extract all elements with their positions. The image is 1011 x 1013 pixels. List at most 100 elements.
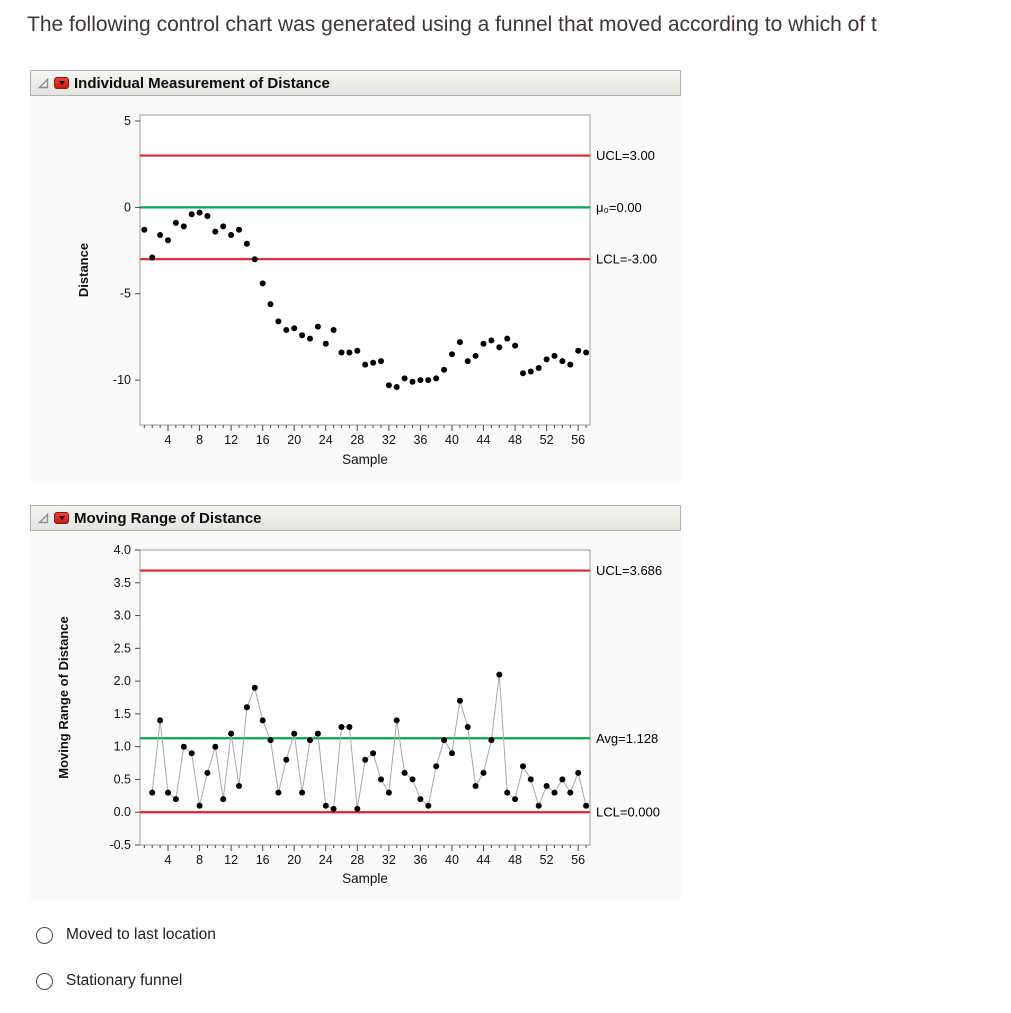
- outline-menu-icon[interactable]: [54, 512, 69, 524]
- data-point: [433, 375, 440, 382]
- data-point: [204, 769, 211, 776]
- svg-text:36: 36: [413, 853, 427, 867]
- data-point: [425, 802, 432, 809]
- data-point: [251, 684, 258, 691]
- data-point: [488, 737, 495, 744]
- svg-text:4: 4: [165, 433, 172, 447]
- data-point: [464, 358, 471, 365]
- data-point: [504, 789, 511, 796]
- data-point: [267, 737, 274, 744]
- data-point: [543, 783, 550, 789]
- data-point: [362, 361, 369, 368]
- data-point: [401, 375, 408, 382]
- data-point: [228, 232, 235, 238]
- data-point: [330, 805, 337, 812]
- svg-text:24: 24: [319, 433, 333, 447]
- x-axis-label: Sample: [342, 871, 388, 886]
- data-point: [378, 776, 384, 783]
- svg-text:48: 48: [508, 433, 522, 447]
- radio-button-icon[interactable]: [36, 926, 53, 944]
- data-point: [441, 737, 448, 744]
- data-point: [196, 802, 203, 809]
- option-label: Moved to last location: [66, 926, 216, 943]
- y-axis-label: Moving Range of Distance: [56, 616, 71, 779]
- radio-option-moved-to-last-location[interactable]: Moved to last location: [36, 921, 216, 949]
- control-line-label: LCL=-3.00: [596, 252, 657, 267]
- svg-text:40: 40: [445, 433, 459, 447]
- data-point: [346, 724, 353, 730]
- data-point: [520, 763, 526, 770]
- data-point: [559, 776, 566, 783]
- y-axis-label: Distance: [76, 243, 91, 297]
- data-point: [322, 802, 329, 809]
- data-point: [251, 256, 258, 263]
- data-point: [527, 776, 534, 783]
- data-point: [472, 352, 479, 359]
- svg-text:8: 8: [196, 853, 203, 867]
- svg-text:12: 12: [224, 433, 238, 447]
- data-point: [338, 724, 345, 730]
- data-point: [456, 697, 463, 704]
- panel-body: UCL=3.686 Avg=1.128 LCL=0.000 4 8 12 16 20 24 28 3…: [30, 531, 681, 900]
- disclosure-triangle-icon[interactable]: [37, 77, 49, 89]
- svg-text:0.5: 0.5: [114, 772, 131, 786]
- data-point: [172, 219, 179, 226]
- svg-text:52: 52: [540, 853, 554, 867]
- data-point: [449, 351, 455, 358]
- svg-text:32: 32: [382, 853, 396, 867]
- data-point: [417, 377, 424, 384]
- panel-title: Moving Range of Distance: [74, 509, 262, 527]
- data-point: [417, 796, 424, 803]
- data-point: [488, 337, 495, 344]
- data-point: [575, 347, 582, 354]
- radio-option-stationary-funnel[interactable]: Stationary funnel: [36, 967, 216, 995]
- data-point: [567, 789, 574, 796]
- data-point: [362, 756, 369, 763]
- option-label: Stationary funnel: [66, 972, 183, 989]
- data-point: [204, 213, 211, 219]
- svg-text:40: 40: [445, 853, 459, 867]
- question-text: The following control chart was generate…: [27, 13, 877, 36]
- data-point: [520, 370, 526, 377]
- data-point: [354, 347, 361, 354]
- svg-text:5: 5: [124, 114, 131, 128]
- data-point: [338, 349, 345, 356]
- data-point: [212, 743, 219, 750]
- outline-menu-icon[interactable]: [54, 77, 69, 89]
- data-point: [149, 789, 156, 796]
- data-point: [314, 730, 321, 737]
- data-point: [291, 325, 298, 332]
- data-point: [535, 365, 542, 371]
- svg-text:1.0: 1.0: [114, 740, 131, 754]
- data-point: [322, 340, 329, 347]
- data-point: [535, 802, 542, 809]
- data-point: [307, 335, 313, 342]
- panel-body: UCL=3.00 μ₀=0.00 LCL=-3.00 4 8 12 16 20 24 28 32 36…: [30, 96, 681, 481]
- data-point: [480, 340, 487, 347]
- svg-text:3.5: 3.5: [114, 576, 131, 590]
- panel-header: Moving Range of Distance: [30, 505, 681, 531]
- svg-text:44: 44: [477, 433, 491, 447]
- data-point: [267, 301, 274, 308]
- data-point: [243, 240, 250, 247]
- data-point: [409, 378, 416, 385]
- moving-range-panel: Moving Range of Distance UCL=3.686 Avg=1.…: [30, 505, 681, 900]
- data-point: [559, 358, 566, 365]
- svg-text:8: 8: [196, 433, 203, 447]
- control-line-label: μ₀=0.00: [596, 200, 642, 215]
- data-point: [228, 730, 235, 737]
- data-point: [157, 717, 164, 724]
- svg-text:20: 20: [287, 433, 301, 447]
- data-point: [283, 327, 290, 333]
- radio-button-icon[interactable]: [36, 972, 53, 990]
- svg-text:20: 20: [287, 853, 301, 867]
- svg-text:1.5: 1.5: [114, 707, 131, 721]
- disclosure-triangle-icon[interactable]: [37, 512, 49, 524]
- svg-text:16: 16: [256, 433, 270, 447]
- data-point: [212, 228, 219, 235]
- data-point: [196, 209, 203, 216]
- svg-text:44: 44: [477, 853, 491, 867]
- data-point: [188, 750, 195, 757]
- svg-text:-0.5: -0.5: [109, 838, 131, 852]
